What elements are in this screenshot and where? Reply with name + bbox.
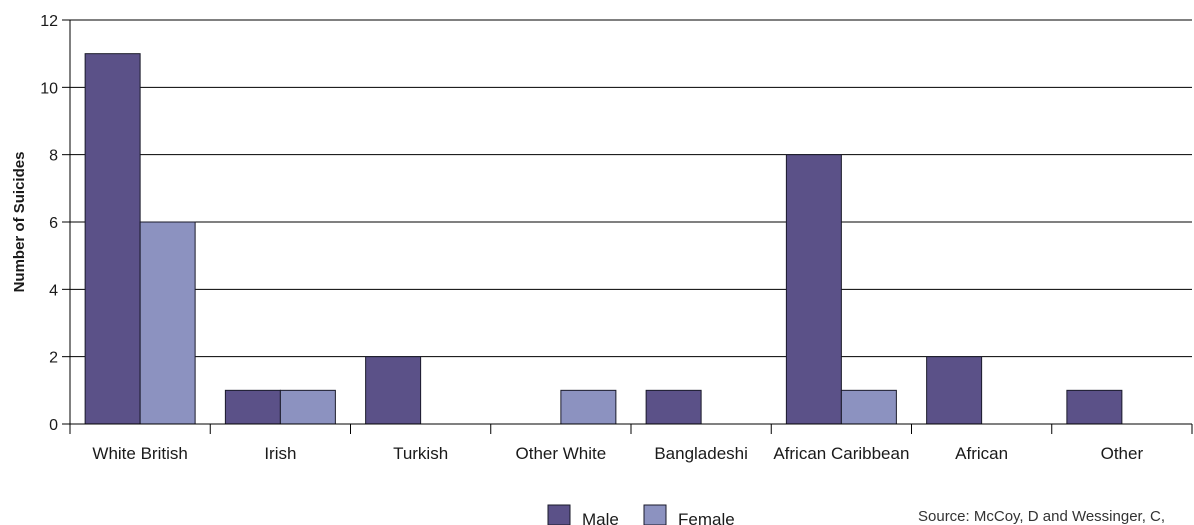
x-category-label: African Caribbean [773, 444, 909, 463]
y-tick-label: 8 [49, 148, 58, 165]
bar-male-0 [84, 53, 141, 425]
source-note: Source: McCoy, D and Wessinger, C, [918, 508, 1165, 525]
bar-female-0 [139, 221, 196, 425]
bar-female-1 [279, 389, 336, 425]
y-tick-label: 10 [40, 80, 58, 97]
y-tick-label: 0 [49, 417, 58, 434]
y-tick-labels: 0 2 4 6 8 10 12 [40, 13, 58, 434]
x-category-label: Turkish [393, 444, 448, 463]
bars [84, 53, 1123, 425]
x-category-label: Irish [264, 444, 296, 463]
bar-male-4 [645, 389, 702, 425]
gridlines [70, 19, 1192, 358]
y-tick-label: 12 [40, 13, 58, 30]
legend-label-male: Male [582, 510, 619, 525]
y-tick-label: 2 [49, 350, 58, 367]
legend: Male Female [547, 504, 735, 525]
x-category-label: Bangladeshi [654, 444, 748, 463]
x-category-labels: White British Irish Turkish Other White Bang… [92, 444, 1143, 463]
y-tick-label: 6 [49, 215, 58, 232]
bar-female-3 [560, 389, 617, 425]
bar-female-5 [840, 389, 897, 425]
bar-male-5 [785, 154, 842, 425]
y-axis-label: Number of Suicides [11, 152, 28, 293]
legend-swatch-female [643, 504, 667, 525]
legend-label-female: Female [678, 510, 735, 525]
bar-male-6 [926, 356, 983, 425]
bar-male-1 [224, 389, 281, 425]
bar-male-2 [365, 356, 422, 425]
x-category-label: Other [1101, 444, 1144, 463]
x-category-label: African [955, 444, 1008, 463]
x-category-label: Other White [516, 444, 607, 463]
x-category-label: White British [92, 444, 187, 463]
legend-swatch-male [547, 504, 571, 525]
axes [62, 19, 1193, 434]
y-tick-label: 4 [49, 282, 58, 299]
bar-male-7 [1066, 389, 1123, 425]
